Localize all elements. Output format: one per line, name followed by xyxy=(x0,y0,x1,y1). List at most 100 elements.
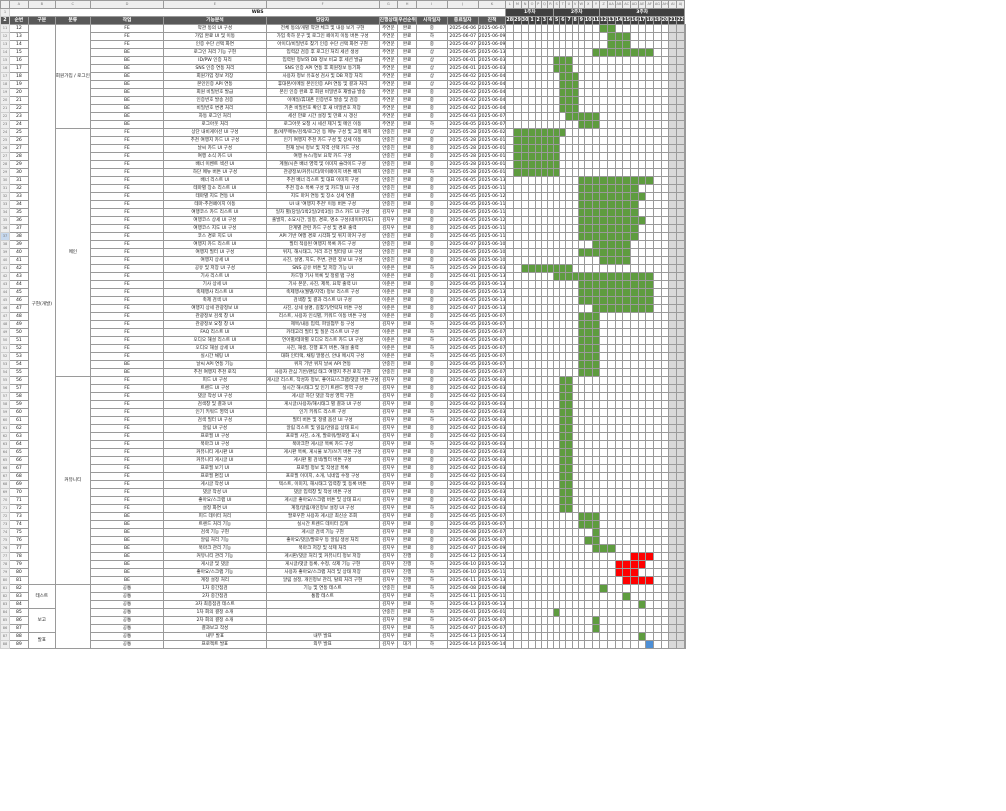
gantt-cell[interactable] xyxy=(520,128,530,137)
progress-cell[interactable] xyxy=(505,88,515,97)
row-number[interactable]: 77 xyxy=(0,552,10,561)
gantt-cell[interactable] xyxy=(513,608,522,617)
column-header[interactable]: Z xyxy=(599,0,608,9)
end-date-cell[interactable]: 2025-06-03 xyxy=(477,416,507,425)
start-date-cell[interactable]: 2025-05-28 xyxy=(446,144,479,153)
gantt-cell[interactable] xyxy=(599,296,608,305)
gantt-cell[interactable] xyxy=(660,504,670,513)
type-cell[interactable]: FE xyxy=(89,152,165,161)
progress-cell[interactable] xyxy=(505,440,515,449)
priority-cell[interactable]: 중 xyxy=(415,496,448,505)
task-cell[interactable]: 여행코스 상세 UI 구성 xyxy=(163,216,267,225)
gantt-cell[interactable] xyxy=(583,480,593,489)
gantt-cell[interactable] xyxy=(614,328,624,337)
owner-cell[interactable]: 안중진 xyxy=(378,168,399,177)
end-date-cell[interactable]: 2025-06-03 xyxy=(477,392,507,401)
gantt-cell[interactable] xyxy=(583,184,593,193)
analysis-cell[interactable]: 게시글 좋아요/스크랩 버튼 및 상태 표시 xyxy=(265,496,380,505)
owner-cell[interactable]: 주연문 xyxy=(378,88,399,97)
gantt-cell[interactable] xyxy=(645,448,655,457)
start-date-cell[interactable]: 2025-06-02 xyxy=(446,448,479,457)
gantt-cell[interactable] xyxy=(653,528,662,537)
row-seq[interactable]: 85 xyxy=(8,608,29,617)
end-date-cell[interactable]: 2025-06-03 xyxy=(477,496,507,505)
gantt-cell[interactable] xyxy=(660,536,670,545)
row-number[interactable]: 32 xyxy=(0,192,10,201)
progress-cell[interactable] xyxy=(505,480,515,489)
gantt-cell[interactable] xyxy=(622,480,631,489)
gantt-cell[interactable] xyxy=(583,344,593,353)
type-cell[interactable]: FE xyxy=(89,480,165,489)
gantt-cell[interactable] xyxy=(676,336,685,345)
owner-cell[interactable]: 김지우 xyxy=(378,320,399,329)
gantt-cell[interactable] xyxy=(606,336,616,345)
gantt-cell[interactable] xyxy=(520,264,530,273)
gantt-cell[interactable] xyxy=(684,488,686,497)
gantt-cell[interactable] xyxy=(614,528,624,537)
status-cell[interactable]: 완료 xyxy=(397,216,417,225)
gantt-cell[interactable] xyxy=(599,624,608,633)
gantt-cell[interactable] xyxy=(591,432,601,441)
gantt-cell[interactable] xyxy=(520,408,530,417)
gantt-cell[interactable] xyxy=(520,616,530,625)
task-cell[interactable]: 인증번호 발송 검증 xyxy=(163,96,267,105)
gantt-cell[interactable] xyxy=(622,640,631,649)
gantt-cell[interactable] xyxy=(622,248,631,257)
progress-cell[interactable] xyxy=(505,384,515,393)
start-date-cell[interactable]: 2025-06-05 xyxy=(446,280,479,289)
end-date-cell[interactable]: 2025-06-07 xyxy=(477,360,507,369)
row-seq[interactable]: 15 xyxy=(8,48,29,57)
status-cell[interactable]: 완료 xyxy=(397,528,417,537)
gantt-cell[interactable] xyxy=(520,376,530,385)
row-seq[interactable]: 64 xyxy=(8,440,29,449)
analysis-cell[interactable]: 입력된 정보와 DB 정보 비교 후 세션 발급 xyxy=(265,56,380,65)
type-cell[interactable]: BE xyxy=(89,72,165,81)
gantt-cell[interactable] xyxy=(660,168,670,177)
analysis-cell[interactable]: 게시글/사용자/해시태그 별 결과 UI 구성 xyxy=(265,400,380,409)
gantt-cell[interactable] xyxy=(591,200,601,209)
type-cell[interactable]: BE xyxy=(89,368,165,377)
gantt-cell[interactable] xyxy=(684,104,686,113)
task-cell[interactable]: 비밀번호 변경 처리 xyxy=(163,104,267,113)
status-cell[interactable]: 완료 xyxy=(397,192,417,201)
gantt-cell[interactable] xyxy=(606,384,616,393)
row-seq[interactable]: 84 xyxy=(8,600,29,609)
priority-cell[interactable]: 하 xyxy=(415,624,448,633)
priority-cell[interactable]: 하 xyxy=(415,568,448,577)
gantt-cell[interactable] xyxy=(684,72,686,81)
gantt-cell[interactable] xyxy=(668,488,678,497)
gantt-cell[interactable] xyxy=(645,272,655,281)
task-cell[interactable]: 댓글 작성 UI 구성 xyxy=(163,392,267,401)
gantt-cell[interactable] xyxy=(622,128,631,137)
task-cell[interactable]: 로그인 처리 기능 구현 xyxy=(163,48,267,57)
gantt-cell[interactable] xyxy=(653,112,662,121)
task-cell[interactable]: 알림 UI 구성 xyxy=(163,424,267,433)
analysis-cell[interactable]: 리스트, 사용자 인식별, 키워드 이동 버튼 구성 xyxy=(265,312,380,321)
row-seq[interactable]: 45 xyxy=(8,288,29,297)
start-date-cell[interactable]: 2025-05-28 xyxy=(446,152,479,161)
gantt-cell[interactable] xyxy=(653,640,662,649)
type-cell[interactable]: 공통 xyxy=(89,608,165,617)
start-date-cell[interactable]: 2025-06-02 xyxy=(446,104,479,113)
gantt-cell[interactable] xyxy=(614,344,624,353)
subcategory-cell[interactable]: 커뮤니티 xyxy=(54,376,91,585)
owner-cell[interactable]: 안중진 xyxy=(378,144,399,153)
row-number[interactable]: 61 xyxy=(0,424,10,433)
category-cell[interactable]: 발표 xyxy=(27,632,56,649)
gantt-cell[interactable] xyxy=(513,136,522,145)
gantt-cell[interactable] xyxy=(676,280,685,289)
gantt-cell[interactable] xyxy=(520,520,530,529)
type-cell[interactable]: FE xyxy=(89,264,165,273)
task-cell[interactable]: 추천 여행지 추천 로직 xyxy=(163,368,267,377)
gantt-cell[interactable] xyxy=(645,400,655,409)
category-cell[interactable]: 보고 xyxy=(27,608,56,633)
gantt-cell[interactable] xyxy=(606,464,616,473)
gantt-cell[interactable] xyxy=(583,384,593,393)
gantt-cell[interactable] xyxy=(591,504,601,513)
gantt-cell[interactable] xyxy=(599,184,608,193)
gantt-cell[interactable] xyxy=(591,240,601,249)
row-number[interactable]: 57 xyxy=(0,392,10,401)
task-cell[interactable]: 코스 경로 지도 UI xyxy=(163,232,267,241)
gantt-cell[interactable] xyxy=(591,600,601,609)
gantt-cell[interactable] xyxy=(520,552,530,561)
